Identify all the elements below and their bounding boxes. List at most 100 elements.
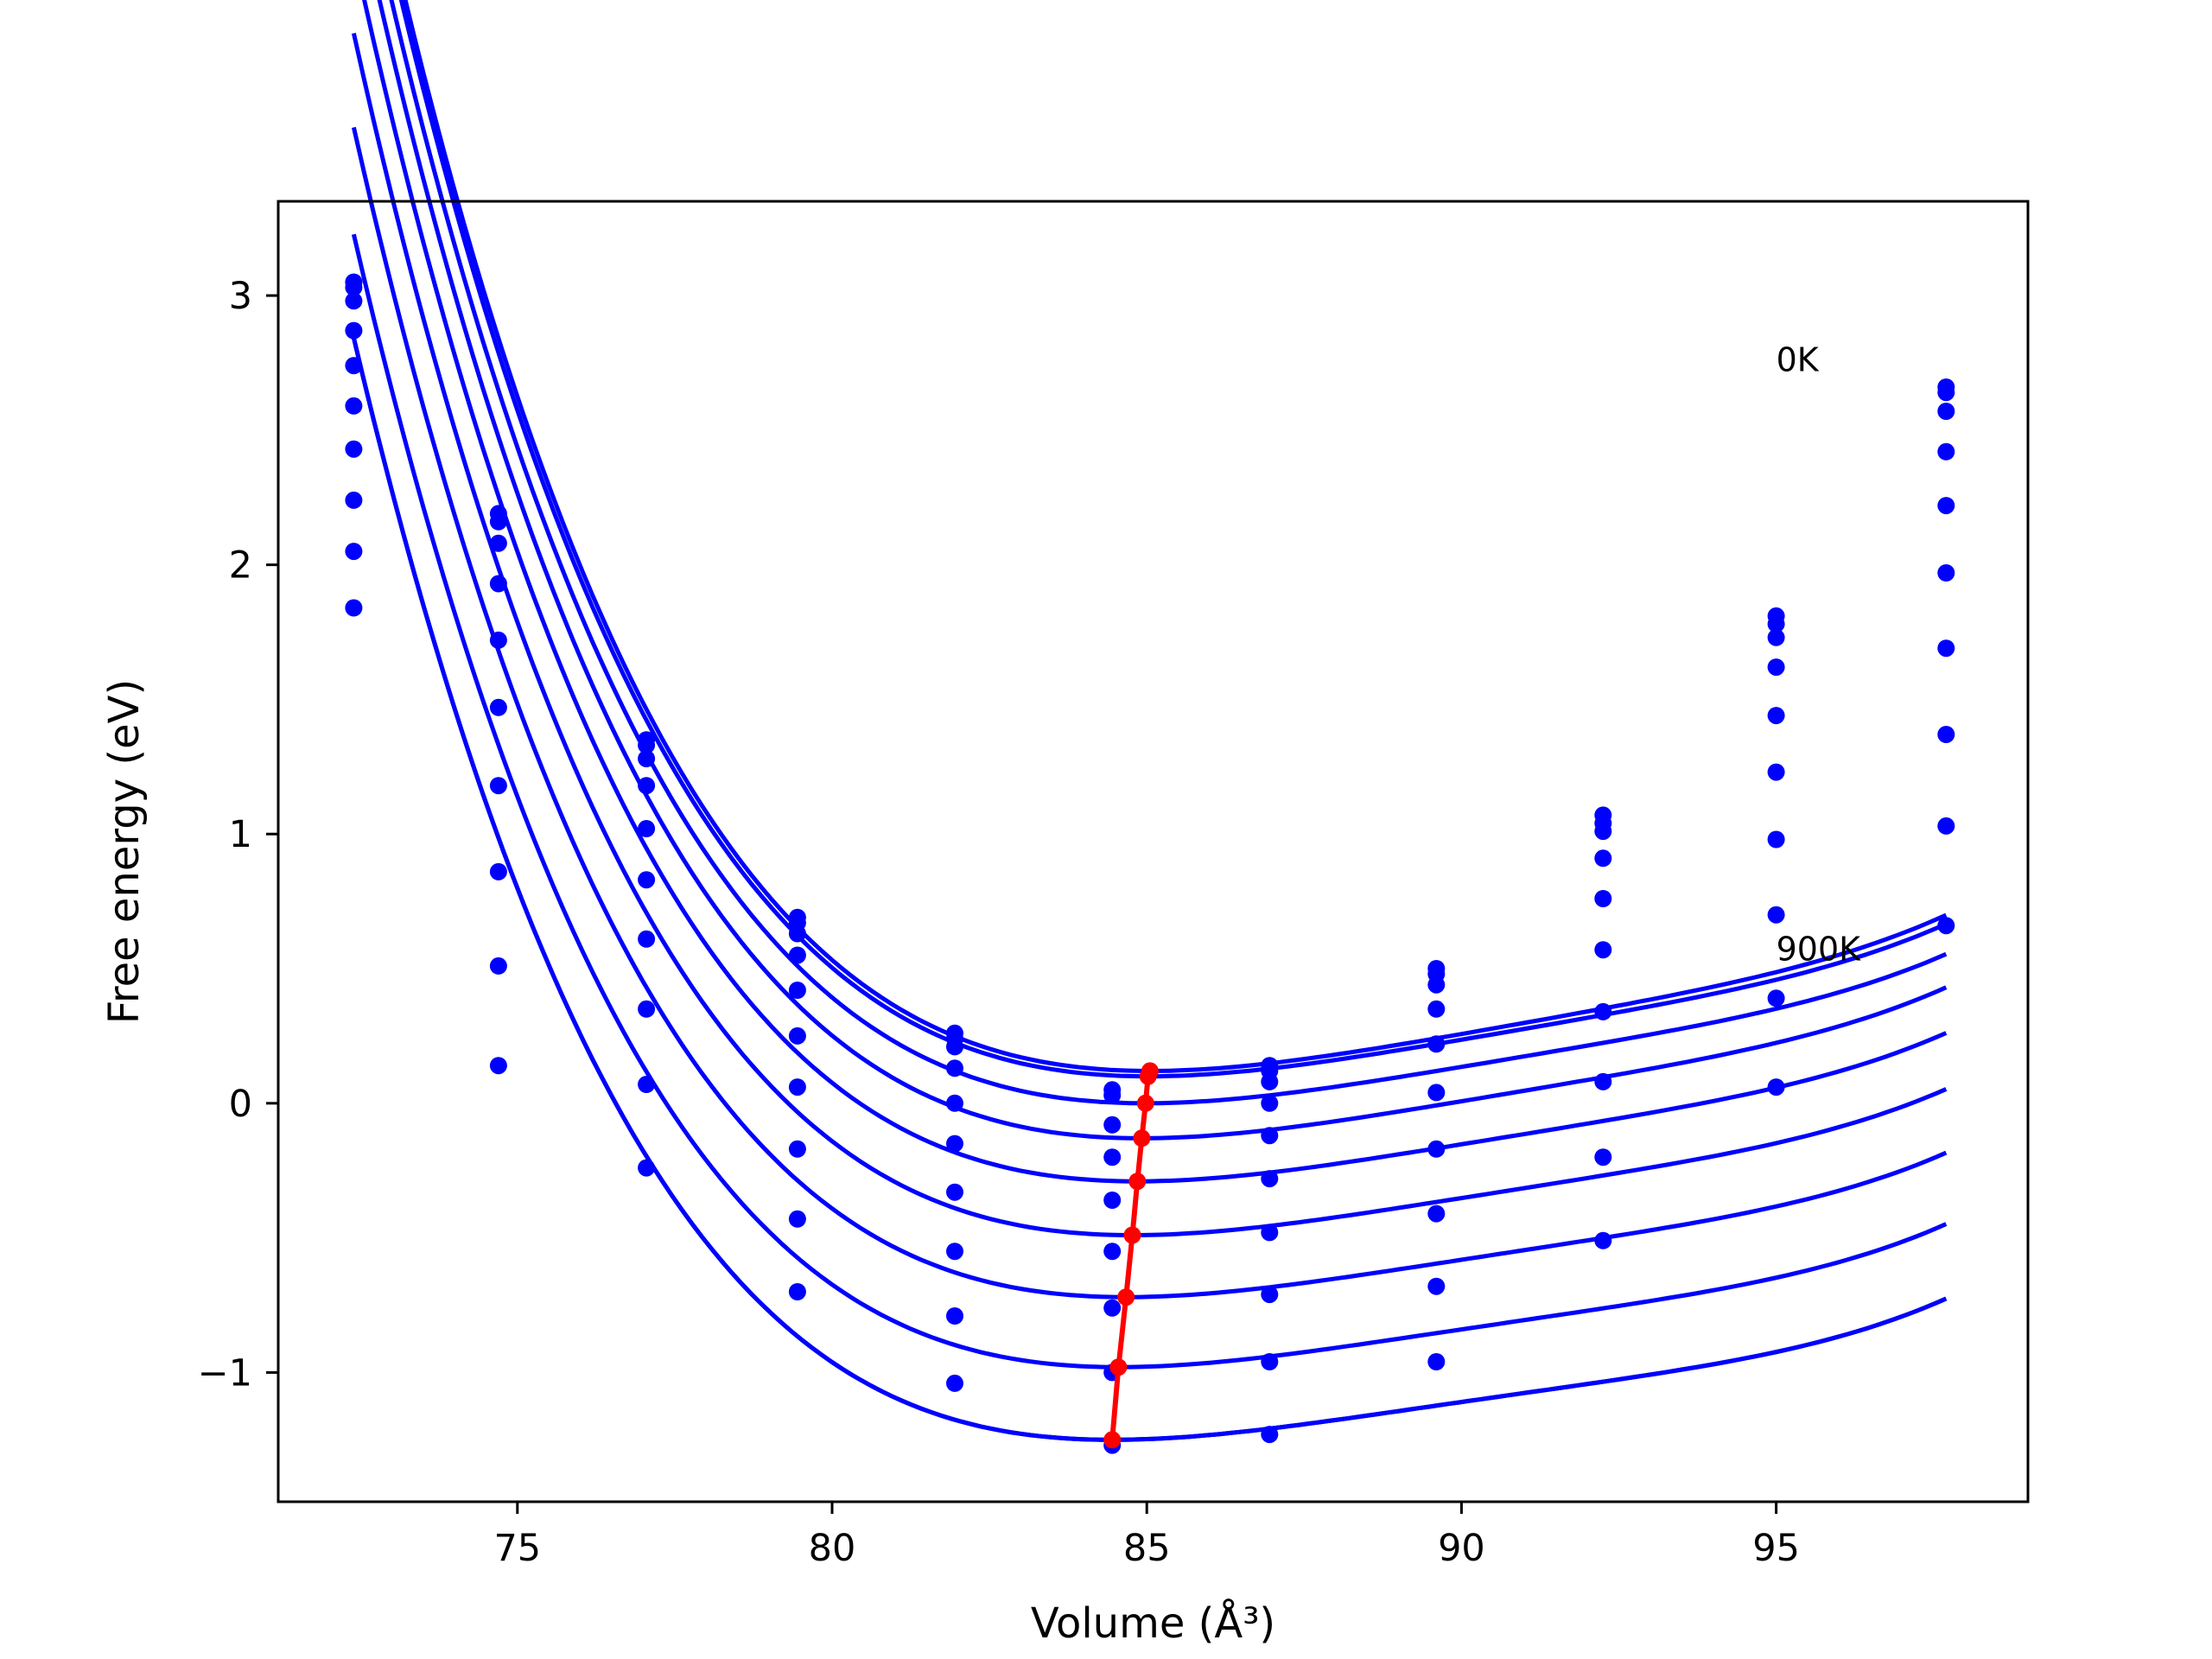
data-point: [1594, 941, 1612, 959]
y-tick-label: 1: [229, 813, 252, 856]
data-point: [638, 1000, 656, 1018]
data-point: [345, 543, 363, 561]
data-point: [1594, 1072, 1612, 1090]
data-point: [1767, 830, 1785, 849]
data-point: [345, 292, 363, 310]
y-tick-label: 0: [229, 1083, 252, 1126]
data-point: [1103, 1299, 1122, 1317]
data-point: [1103, 1116, 1122, 1134]
data-point: [946, 1059, 963, 1077]
data-point: [1261, 1127, 1279, 1145]
data-point: [1937, 384, 1955, 402]
data-point: [489, 698, 507, 716]
data-point: [1767, 989, 1785, 1007]
data-point: [1427, 1353, 1446, 1370]
data-point: [788, 925, 806, 943]
data-point: [489, 631, 507, 649]
data-point: [788, 1078, 806, 1096]
data-point: [946, 1243, 963, 1261]
data-point: [638, 1159, 656, 1177]
fit-curves: [351, 0, 1948, 1442]
data-point: [1767, 906, 1785, 924]
data-point: [1427, 1000, 1446, 1018]
data-point: [1427, 1277, 1446, 1295]
data-point: [1594, 823, 1612, 841]
fit-curve-6: [351, 32, 1948, 1237]
data-point: [1261, 1286, 1279, 1304]
data-point: [1594, 1231, 1612, 1249]
data-point: [1767, 1078, 1785, 1096]
data-point: [1937, 442, 1955, 461]
data-point: [788, 1283, 806, 1300]
data-point: [1103, 1148, 1122, 1166]
data-point: [638, 820, 656, 837]
data-point: [638, 750, 656, 767]
data-point: [1937, 497, 1955, 515]
data-points: [345, 273, 1955, 1454]
data-point: [345, 357, 363, 375]
data-point: [638, 1076, 656, 1093]
data-point: [1261, 1353, 1279, 1370]
data-point: [1261, 1224, 1279, 1242]
minimum-point: [1123, 1226, 1141, 1244]
data-point: [489, 512, 507, 531]
data-point: [1261, 1094, 1279, 1112]
data-point: [1594, 1002, 1612, 1020]
minimum-point: [1117, 1288, 1135, 1306]
x-axis-ticks: 75 80 85 90 95: [493, 1502, 1800, 1570]
y-tick-label: 3: [229, 275, 252, 318]
data-point: [345, 440, 363, 458]
data-point: [345, 599, 363, 617]
data-point: [489, 957, 507, 975]
y-axis-label: Free energy (eV): [100, 679, 149, 1024]
data-point: [1103, 1192, 1122, 1209]
minimum-point: [1128, 1173, 1147, 1191]
minimum-point: [1109, 1358, 1128, 1376]
data-point: [345, 321, 363, 340]
data-point: [1767, 707, 1785, 725]
minimum-point: [1133, 1129, 1151, 1147]
data-point: [788, 1210, 806, 1228]
data-point: [638, 871, 656, 889]
data-point: [1594, 849, 1612, 868]
minimum-point: [1103, 1431, 1122, 1449]
x-tick-label: 90: [1438, 1527, 1485, 1570]
data-point: [638, 930, 656, 948]
data-point: [345, 397, 363, 415]
data-point: [1103, 1086, 1122, 1104]
data-point: [1937, 639, 1955, 658]
data-point: [1594, 1148, 1612, 1166]
data-point: [946, 1094, 963, 1112]
data-point: [946, 1307, 963, 1325]
data-point: [1937, 726, 1955, 743]
x-tick-label: 80: [809, 1527, 856, 1570]
data-point: [946, 1183, 963, 1201]
data-point: [1427, 1035, 1446, 1053]
data-point: [788, 1027, 806, 1045]
data-point: [638, 777, 656, 795]
data-point: [1103, 1243, 1122, 1261]
data-point: [1427, 1084, 1446, 1102]
data-point: [489, 862, 507, 880]
data-point: [345, 491, 363, 509]
data-point: [489, 575, 507, 593]
data-point: [788, 1140, 806, 1158]
minimum-point: [1139, 1067, 1157, 1085]
x-axis-label: Volume (Å³): [1031, 1599, 1275, 1648]
data-point: [946, 1135, 963, 1153]
fit-curve-5: [362, 0, 1948, 1184]
data-point: [1937, 403, 1955, 420]
minimum-point: [1136, 1094, 1154, 1112]
data-point: [1594, 890, 1612, 907]
data-point: [1427, 1140, 1446, 1158]
data-point: [489, 1057, 507, 1075]
data-point: [1767, 628, 1785, 646]
data-point: [1937, 917, 1955, 935]
y-axis-ticks: −1 0 1 2 3: [198, 275, 278, 1395]
data-point: [1937, 564, 1955, 582]
data-point: [1937, 817, 1955, 835]
data-point: [489, 777, 507, 795]
data-point: [1767, 763, 1785, 781]
